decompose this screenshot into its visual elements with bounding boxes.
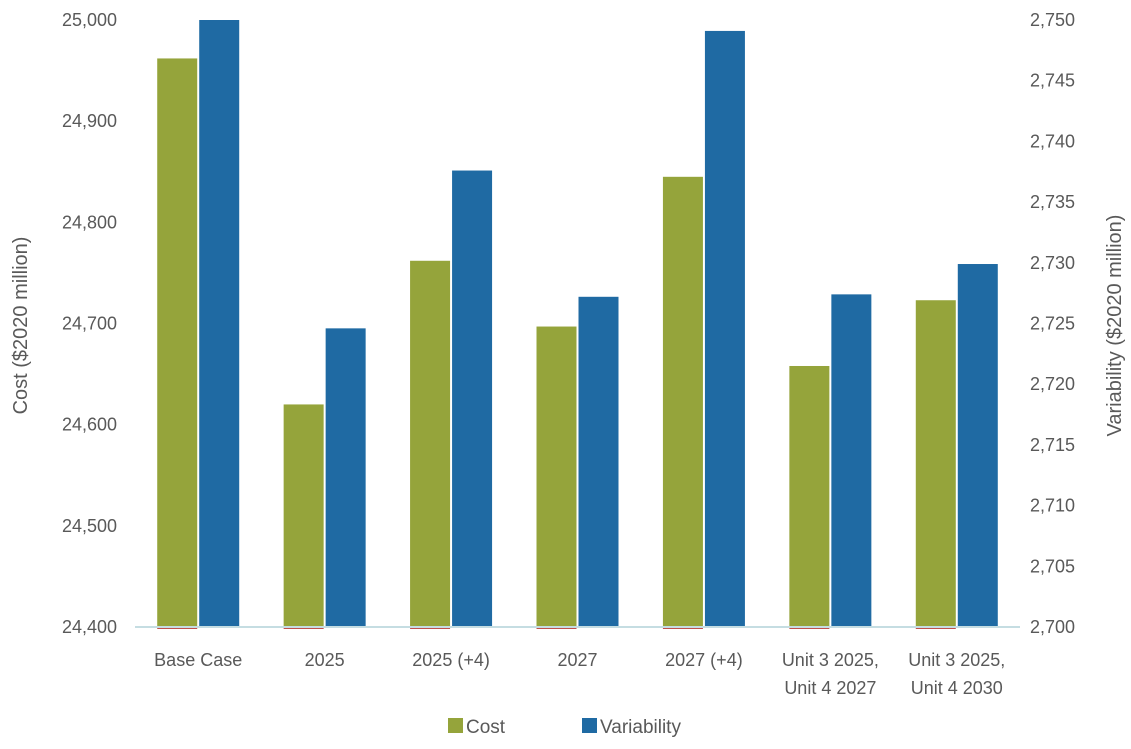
x-category-label: Unit 4 2027 xyxy=(784,678,876,698)
y-right-tick-label: 2,705 xyxy=(1030,556,1075,576)
y-right-tick-label: 2,700 xyxy=(1030,617,1075,637)
y-left-tick-label: 24,400 xyxy=(62,617,117,637)
bar-cost xyxy=(283,404,324,627)
y-left-tick-label: 25,000 xyxy=(62,10,117,30)
y-left-tick-label: 24,900 xyxy=(62,111,117,131)
legend-swatch-cost xyxy=(448,718,463,733)
x-category-label: Unit 4 2030 xyxy=(911,678,1003,698)
bar-cost xyxy=(536,326,577,627)
bar-variability xyxy=(704,30,745,627)
bar-cost xyxy=(410,260,451,627)
y-right-tick-label: 2,740 xyxy=(1030,131,1075,151)
x-category-label: Unit 3 2025, xyxy=(782,650,879,670)
x-category-label: Base Case xyxy=(154,650,242,670)
legend-swatch-variability xyxy=(582,718,597,733)
bar-variability xyxy=(831,294,872,627)
legend-label-cost: Cost xyxy=(466,717,506,738)
bar-cost xyxy=(789,365,830,627)
y-right-tick-label: 2,710 xyxy=(1030,496,1075,516)
y-right-tick-label: 2,750 xyxy=(1030,10,1075,30)
bar-variability xyxy=(325,328,366,627)
y-right-tick-label: 2,735 xyxy=(1030,192,1075,212)
legend-label-variability: Variability xyxy=(600,717,681,738)
bar-cost xyxy=(662,176,703,627)
bar-variability xyxy=(578,296,619,627)
y-left-tick-label: 24,800 xyxy=(62,212,117,232)
x-category-label: 2025 xyxy=(305,650,345,670)
y-right-tick-label: 2,730 xyxy=(1030,253,1075,273)
x-category-label: Unit 3 2025, xyxy=(908,650,1005,670)
bar-cost xyxy=(915,300,956,627)
bar-variability xyxy=(199,20,240,627)
y-left-tick-label: 24,600 xyxy=(62,415,117,435)
y-right-tick-label: 2,720 xyxy=(1030,374,1075,394)
y-left-tick-label: 24,700 xyxy=(62,314,117,334)
y-left-tick-label: 24,500 xyxy=(62,516,117,536)
x-category-label: 2025 (+4) xyxy=(412,650,490,670)
bar-cost xyxy=(157,58,198,627)
y-left-axis-title: Cost ($2020 million) xyxy=(10,237,32,415)
x-category-label: 2027 (+4) xyxy=(665,650,743,670)
x-category-label: 2027 xyxy=(557,650,597,670)
y-right-tick-label: 2,715 xyxy=(1030,435,1075,455)
y-right-tick-label: 2,745 xyxy=(1030,71,1075,91)
y-right-tick-label: 2,725 xyxy=(1030,314,1075,334)
y-right-axis-title: Variability ($2020 million) xyxy=(1104,215,1126,437)
bar-variability xyxy=(957,264,998,627)
bar-variability xyxy=(452,170,493,627)
